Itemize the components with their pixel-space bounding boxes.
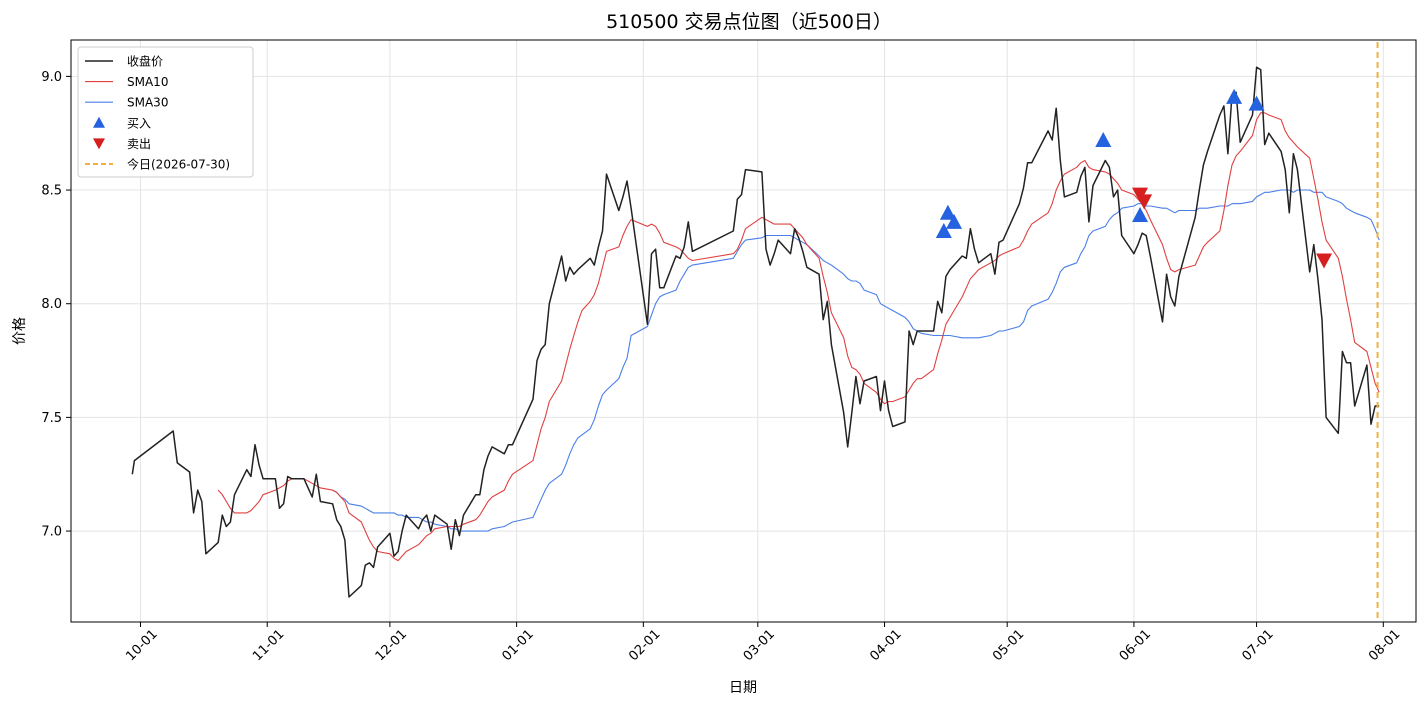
plot-frame xyxy=(70,39,1417,623)
x-tick-label: 08-01 xyxy=(1366,627,1403,664)
chart-title: 510500 交易点位图（近500日） xyxy=(606,11,892,33)
buy-marker xyxy=(935,222,952,238)
x-tick-label: 12-01 xyxy=(373,627,410,664)
x-axis-title: 日期 xyxy=(729,680,757,696)
legend-sell-swatch xyxy=(93,138,105,150)
x-tick-label: 10-01 xyxy=(123,627,160,664)
marker-layer xyxy=(935,88,1333,269)
buy-marker xyxy=(1248,95,1265,111)
series-close-line xyxy=(131,66,1380,598)
y-tick-label: 8.5 xyxy=(41,184,62,199)
buy-marker xyxy=(1095,132,1112,148)
x-tick-label: 11-01 xyxy=(250,627,287,664)
buy-marker xyxy=(946,213,963,229)
x-tick-label: 07-01 xyxy=(1239,627,1276,664)
sell-marker xyxy=(1136,194,1153,210)
legend-sma30-label: SMA30 xyxy=(127,96,168,110)
x-tick-label: 02-01 xyxy=(626,627,663,664)
series-sma30-line xyxy=(332,189,1380,532)
legend-box xyxy=(77,46,254,178)
y-tick-label: 9.0 xyxy=(41,70,62,85)
legend-buy-label: 买入 xyxy=(127,116,151,130)
legend-sma10-label: SMA10 xyxy=(127,75,168,89)
y-tick-label: 7.5 xyxy=(41,411,62,426)
series-sma10-line xyxy=(217,112,1380,562)
buy-marker xyxy=(939,204,956,220)
y-tick-label: 8.0 xyxy=(41,297,62,312)
x-tick-label: 01-01 xyxy=(499,627,536,664)
series-layer xyxy=(131,42,1380,622)
buy-marker xyxy=(1132,207,1149,223)
y-tick-label: 7.0 xyxy=(41,525,62,540)
x-tick-label: 03-01 xyxy=(741,627,778,664)
legend-today-label: 今日(2026-07-30) xyxy=(127,157,230,172)
grid xyxy=(71,40,1416,622)
legend-close-label: 收盘价 xyxy=(127,54,163,69)
x-tick-label: 05-01 xyxy=(990,627,1027,664)
x-tick-label: 04-01 xyxy=(867,627,904,664)
legend-sell-label: 卖出 xyxy=(127,137,151,151)
x-tick-label: 06-01 xyxy=(1117,627,1154,664)
legend-buy-swatch xyxy=(93,116,105,128)
sell-marker xyxy=(1316,253,1333,269)
buy-marker xyxy=(1226,88,1243,104)
y-axis-title: 价格 xyxy=(12,317,28,345)
